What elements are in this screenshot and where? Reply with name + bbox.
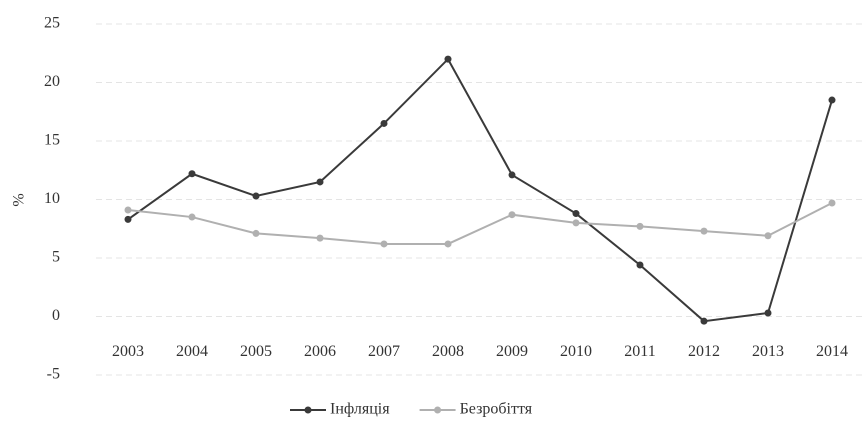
y-axis-label: % bbox=[11, 193, 28, 206]
data-point bbox=[316, 234, 324, 242]
x-tick-label: 2003 bbox=[112, 343, 144, 360]
data-point bbox=[508, 211, 516, 219]
data-point bbox=[444, 240, 452, 248]
y-tick-label: 25 bbox=[44, 15, 60, 32]
data-point bbox=[828, 96, 836, 104]
series-line bbox=[127, 202, 833, 245]
y-tick-label: 0 bbox=[52, 307, 60, 324]
x-tick-label: 2011 bbox=[624, 343, 655, 360]
data-point bbox=[380, 240, 388, 248]
data-point bbox=[252, 229, 260, 237]
legend-label: Безробіття bbox=[460, 401, 533, 418]
data-point bbox=[764, 309, 772, 317]
data-point bbox=[700, 317, 708, 325]
legend-label: Інфляція bbox=[330, 401, 390, 418]
x-tick-label: 2007 bbox=[368, 343, 400, 360]
y-tick-label: 20 bbox=[44, 73, 60, 90]
legend-marker bbox=[434, 406, 442, 414]
data-point bbox=[572, 219, 580, 227]
data-point bbox=[636, 222, 644, 230]
y-tick-label: 5 bbox=[52, 249, 60, 266]
y-tick-label: -5 bbox=[47, 366, 60, 383]
x-tick-label: 2004 bbox=[176, 343, 208, 360]
x-tick-label: 2008 bbox=[432, 343, 464, 360]
x-tick-label: 2010 bbox=[560, 343, 592, 360]
data-point bbox=[764, 232, 772, 240]
data-point bbox=[188, 213, 196, 221]
y-tick-label: 10 bbox=[44, 190, 60, 207]
data-point bbox=[252, 192, 260, 200]
legend-marker bbox=[304, 406, 312, 414]
x-tick-label: 2009 bbox=[496, 343, 528, 360]
x-tick-label: 2013 bbox=[752, 343, 784, 360]
x-tick-label: 2006 bbox=[304, 343, 336, 360]
data-point bbox=[572, 210, 580, 218]
data-point bbox=[828, 199, 836, 207]
series-line bbox=[127, 57, 833, 323]
data-point bbox=[124, 206, 132, 214]
x-tick-label: 2012 bbox=[688, 343, 720, 360]
data-point bbox=[444, 55, 452, 63]
data-point bbox=[636, 261, 644, 269]
data-point bbox=[188, 170, 196, 178]
data-point bbox=[508, 171, 516, 179]
data-point bbox=[380, 119, 388, 127]
data-point bbox=[124, 215, 132, 223]
data-point bbox=[700, 227, 708, 235]
y-tick-label: 15 bbox=[44, 132, 60, 149]
data-point bbox=[316, 178, 324, 186]
x-tick-label: 2014 bbox=[816, 343, 848, 360]
x-tick-label: 2005 bbox=[240, 343, 272, 360]
